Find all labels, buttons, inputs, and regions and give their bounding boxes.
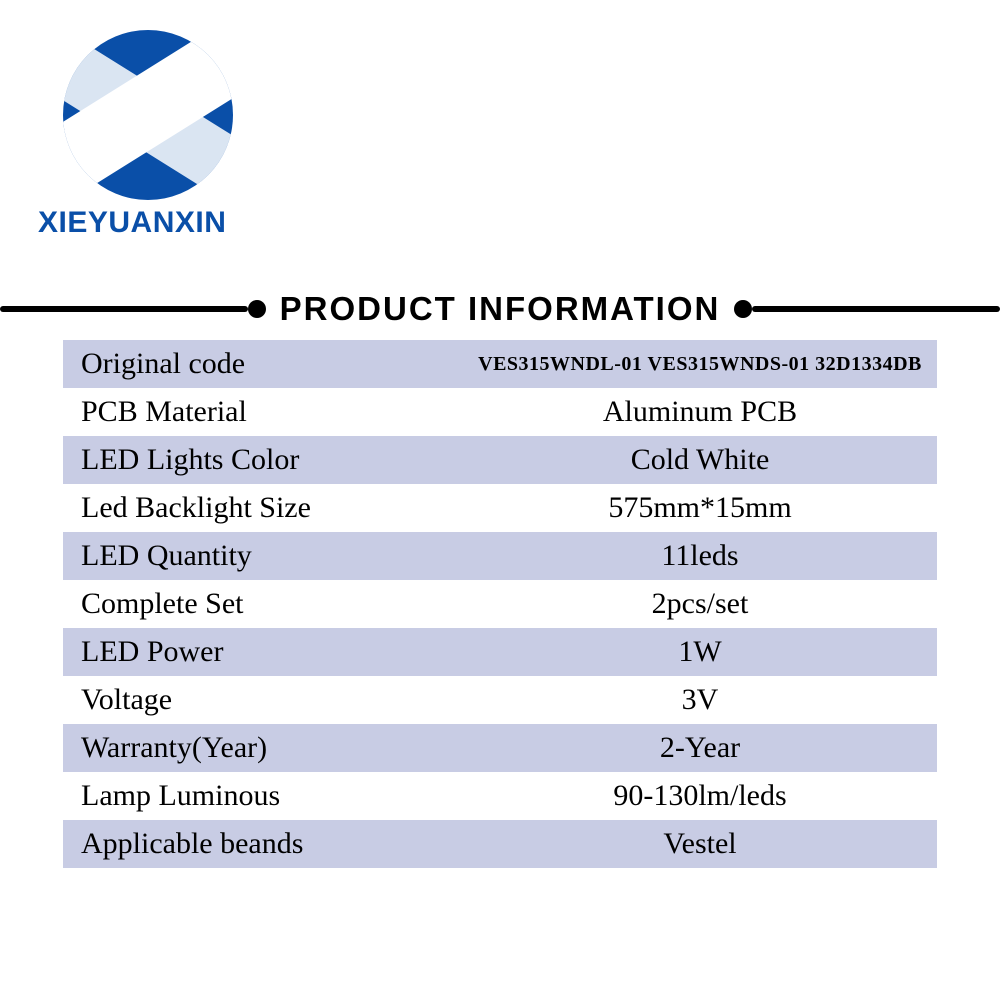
table-row: Applicable beands Vestel: [63, 820, 937, 868]
spec-label: PCB Material: [63, 395, 463, 429]
spec-label: Led Backlight Size: [63, 491, 463, 525]
spec-value: 575mm*15mm: [463, 491, 937, 525]
spec-value: 11leds: [463, 539, 937, 573]
spec-value: 90-130lm/leds: [463, 779, 937, 813]
table-row: Led Backlight Size 575mm*15mm: [63, 484, 937, 532]
table-row: Complete Set 2pcs/set: [63, 580, 937, 628]
spec-label: Complete Set: [63, 587, 463, 621]
section-title: PRODUCT INFORMATION: [266, 290, 735, 328]
brand-logo-icon: [63, 30, 233, 200]
spec-label: Lamp Luminous: [63, 779, 463, 813]
table-row: Voltage 3V: [63, 676, 937, 724]
spec-label: LED Power: [63, 635, 463, 669]
spec-label: Applicable beands: [63, 827, 463, 861]
table-row: PCB Material Aluminum PCB: [63, 388, 937, 436]
rule-left: [0, 306, 248, 312]
table-row: Original code VES315WNDL-01 VES315WNDS-0…: [63, 340, 937, 388]
rule-dot-right: [734, 300, 752, 318]
spec-value: 3V: [463, 683, 937, 717]
spec-value: Vestel: [463, 827, 937, 861]
spec-value: 2pcs/set: [463, 587, 937, 621]
spec-value: 2-Year: [463, 731, 937, 765]
table-row: Warranty(Year) 2-Year: [63, 724, 937, 772]
spec-value: Cold White: [463, 443, 937, 477]
spec-label: LED Lights Color: [63, 443, 463, 477]
section-header: PRODUCT INFORMATION: [0, 290, 1000, 328]
table-row: LED Quantity 11leds: [63, 532, 937, 580]
table-row: Lamp Luminous 90-130lm/leds: [63, 772, 937, 820]
spec-value: VES315WNDL-01 VES315WNDS-01 32D1334DB: [463, 353, 937, 376]
spec-label: Warranty(Year): [63, 731, 463, 765]
rule-right: [752, 306, 1000, 312]
brand-logo-block: XIEYUANXIN: [38, 30, 258, 240]
spec-label: Voltage: [63, 683, 463, 717]
table-row: LED Lights Color Cold White: [63, 436, 937, 484]
product-info-table: Original code VES315WNDL-01 VES315WNDS-0…: [63, 340, 937, 868]
brand-name: XIEYUANXIN: [38, 206, 258, 240]
table-row: LED Power 1W: [63, 628, 937, 676]
spec-label: LED Quantity: [63, 539, 463, 573]
spec-value: 1W: [463, 635, 937, 669]
rule-dot-left: [248, 300, 266, 318]
spec-value: Aluminum PCB: [463, 395, 937, 429]
spec-label: Original code: [63, 347, 463, 381]
